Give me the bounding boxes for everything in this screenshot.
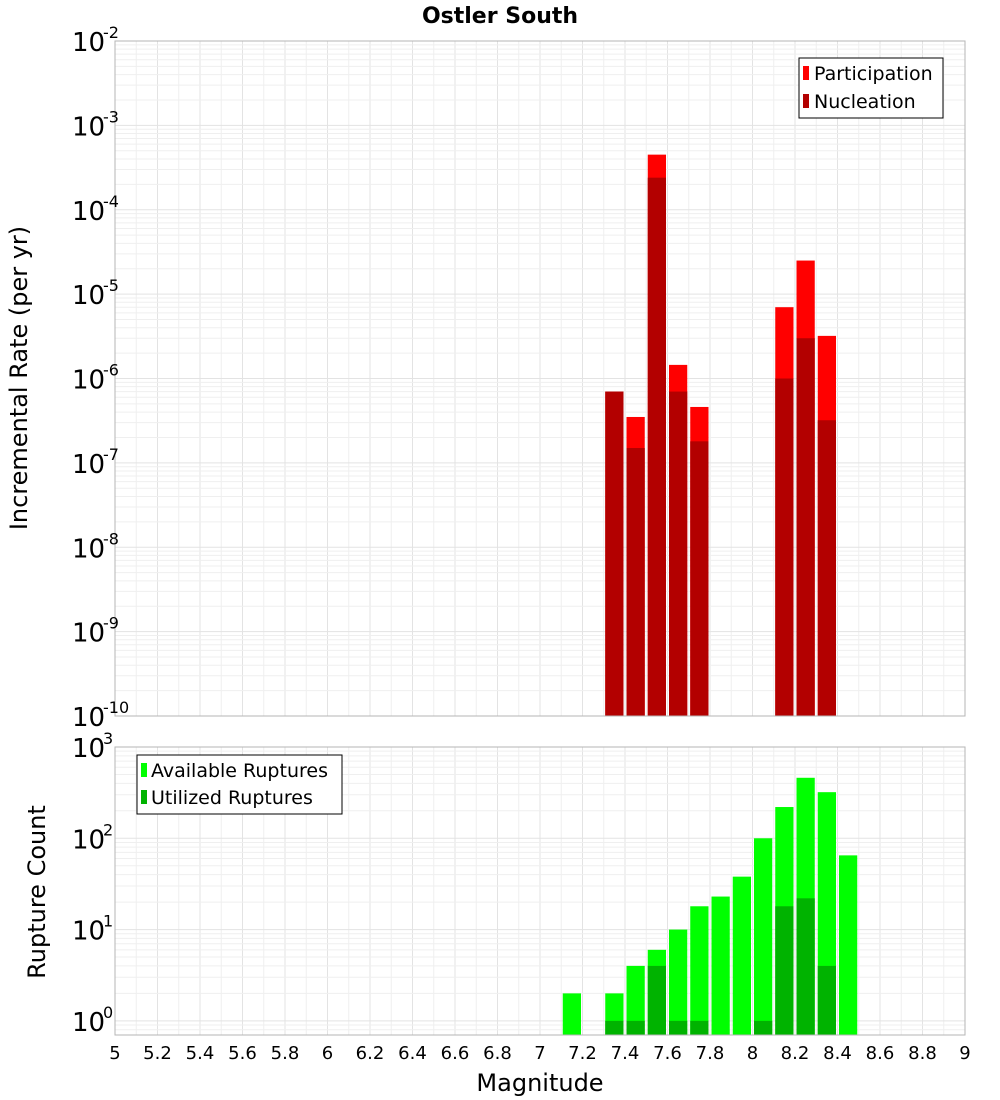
bar-nucleation — [626, 448, 645, 716]
legend-label-available-ruptures: Available Ruptures — [151, 760, 328, 782]
legend-swatch-available-ruptures — [141, 763, 147, 777]
bar-nucleation — [647, 177, 666, 716]
y-tick-exponent: 3 — [103, 729, 113, 748]
x-tick-label: 7.2 — [568, 1043, 597, 1064]
x-tick-label: 6.8 — [483, 1043, 512, 1064]
chart-title: Ostler South — [422, 4, 578, 29]
bar-available-ruptures — [690, 906, 709, 1035]
y-tick-exponent: 2 — [103, 820, 113, 839]
top-y-axis-label: Incremental Rate (per yr) — [5, 226, 33, 530]
x-axis-label: Magnitude — [476, 1069, 603, 1097]
bar-nucleation — [690, 441, 709, 716]
bar-available-ruptures — [754, 838, 773, 1035]
bar-utilized-ruptures — [690, 1020, 709, 1035]
y-tick-exponent: -4 — [103, 192, 119, 211]
x-tick-label: 5 — [109, 1043, 120, 1064]
x-tick-label: 7 — [534, 1043, 545, 1064]
top-bars — [605, 154, 836, 716]
x-tick-label: 6.6 — [441, 1043, 470, 1064]
bar-utilized-ruptures — [669, 1020, 688, 1035]
y-tick-exponent: 0 — [103, 1003, 113, 1022]
x-tick-label: 6.2 — [356, 1043, 385, 1064]
y-tick-label: 10 — [72, 734, 105, 764]
x-tick-label: 5.4 — [186, 1043, 215, 1064]
x-tick-label: 6 — [322, 1043, 333, 1064]
top-legend-box — [798, 57, 944, 119]
legend-label-nucleation: Nucleation — [814, 91, 916, 113]
bar-utilized-ruptures — [817, 965, 836, 1035]
bar-nucleation — [817, 420, 836, 716]
bottom-y-axis-label: Rupture Count — [23, 805, 51, 979]
bottom-bars — [562, 777, 858, 1035]
top-gridlines — [114, 40, 966, 717]
x-tick-label: 5.8 — [271, 1043, 300, 1064]
legend-label-participation: Participation — [814, 63, 933, 85]
top-plot-frame — [114, 40, 966, 717]
y-tick-label: 10 — [72, 366, 105, 396]
y-tick-label: 10 — [72, 619, 105, 649]
bar-utilized-ruptures — [605, 1020, 624, 1035]
y-tick-label: 10 — [72, 1008, 105, 1038]
y-tick-label: 10 — [72, 450, 105, 480]
x-tick-label: 7.8 — [696, 1043, 725, 1064]
x-tick-label: 7.4 — [611, 1043, 640, 1064]
bar-nucleation — [796, 338, 815, 716]
bar-available-ruptures — [839, 855, 858, 1035]
bar-utilized-ruptures — [775, 906, 794, 1035]
bottom-legend-box — [136, 754, 343, 815]
bar-available-ruptures — [711, 896, 730, 1035]
x-tick-label: 5.6 — [228, 1043, 257, 1064]
y-tick-label: 10 — [72, 703, 105, 733]
x-tick-label: 5.2 — [143, 1043, 172, 1064]
legend-label-utilized-ruptures: Utilized Ruptures — [151, 787, 313, 809]
y-tick-label: 10 — [72, 825, 105, 855]
legend-swatch-utilized-ruptures — [141, 790, 147, 804]
y-tick-exponent: -2 — [103, 23, 119, 42]
top-legend: Participation Nucleation — [798, 57, 944, 119]
x-tick-label: 8.8 — [908, 1043, 937, 1064]
bar-utilized-ruptures — [754, 1020, 773, 1035]
y-tick-exponent: -5 — [103, 276, 119, 295]
bar-utilized-ruptures — [626, 1020, 645, 1035]
bar-available-ruptures — [626, 965, 645, 1035]
x-tick-label: 6.4 — [398, 1043, 427, 1064]
x-tick-label: 8 — [747, 1043, 758, 1064]
bar-nucleation — [605, 391, 624, 716]
x-tick-label: 8.2 — [781, 1043, 810, 1064]
y-tick-label: 10 — [72, 917, 105, 947]
bottom-legend: Available Ruptures Utilized Ruptures — [136, 754, 343, 815]
y-tick-label: 10 — [72, 197, 105, 227]
y-tick-label: 10 — [72, 281, 105, 311]
y-tick-exponent: -10 — [103, 698, 129, 717]
x-tick-label: 8.4 — [823, 1043, 852, 1064]
bar-nucleation — [775, 378, 794, 716]
x-tick-label: 9 — [959, 1043, 970, 1064]
y-tick-label: 10 — [72, 112, 105, 142]
legend-swatch-participation — [803, 66, 809, 80]
y-tick-exponent: -7 — [103, 445, 119, 464]
y-tick-exponent: -9 — [103, 614, 119, 633]
legend-swatch-nucleation — [803, 94, 809, 108]
bar-nucleation — [669, 391, 688, 716]
bar-utilized-ruptures — [796, 898, 815, 1035]
bottom-x-tick-labels: 5 5.2 5.4 5.6 5.8 6 6.2 6.4 6.6 6.8 7 7.2 7.4 7.6 7.8 8… — [109, 1043, 970, 1064]
y-tick-exponent: -6 — [103, 361, 119, 380]
y-tick-label: 10 — [72, 28, 105, 58]
y-tick-exponent: -3 — [103, 107, 119, 126]
y-tick-label: 10 — [72, 534, 105, 564]
bar-available-ruptures — [732, 876, 751, 1035]
y-tick-exponent: 1 — [103, 912, 113, 931]
x-tick-label: 7.6 — [653, 1043, 682, 1064]
y-tick-exponent: -8 — [103, 529, 119, 548]
bar-available-ruptures — [562, 993, 581, 1035]
bar-available-ruptures — [669, 929, 688, 1035]
bottom-plot-frame — [114, 746, 966, 1036]
bar-utilized-ruptures — [647, 965, 666, 1035]
x-tick-label: 8.6 — [866, 1043, 895, 1064]
